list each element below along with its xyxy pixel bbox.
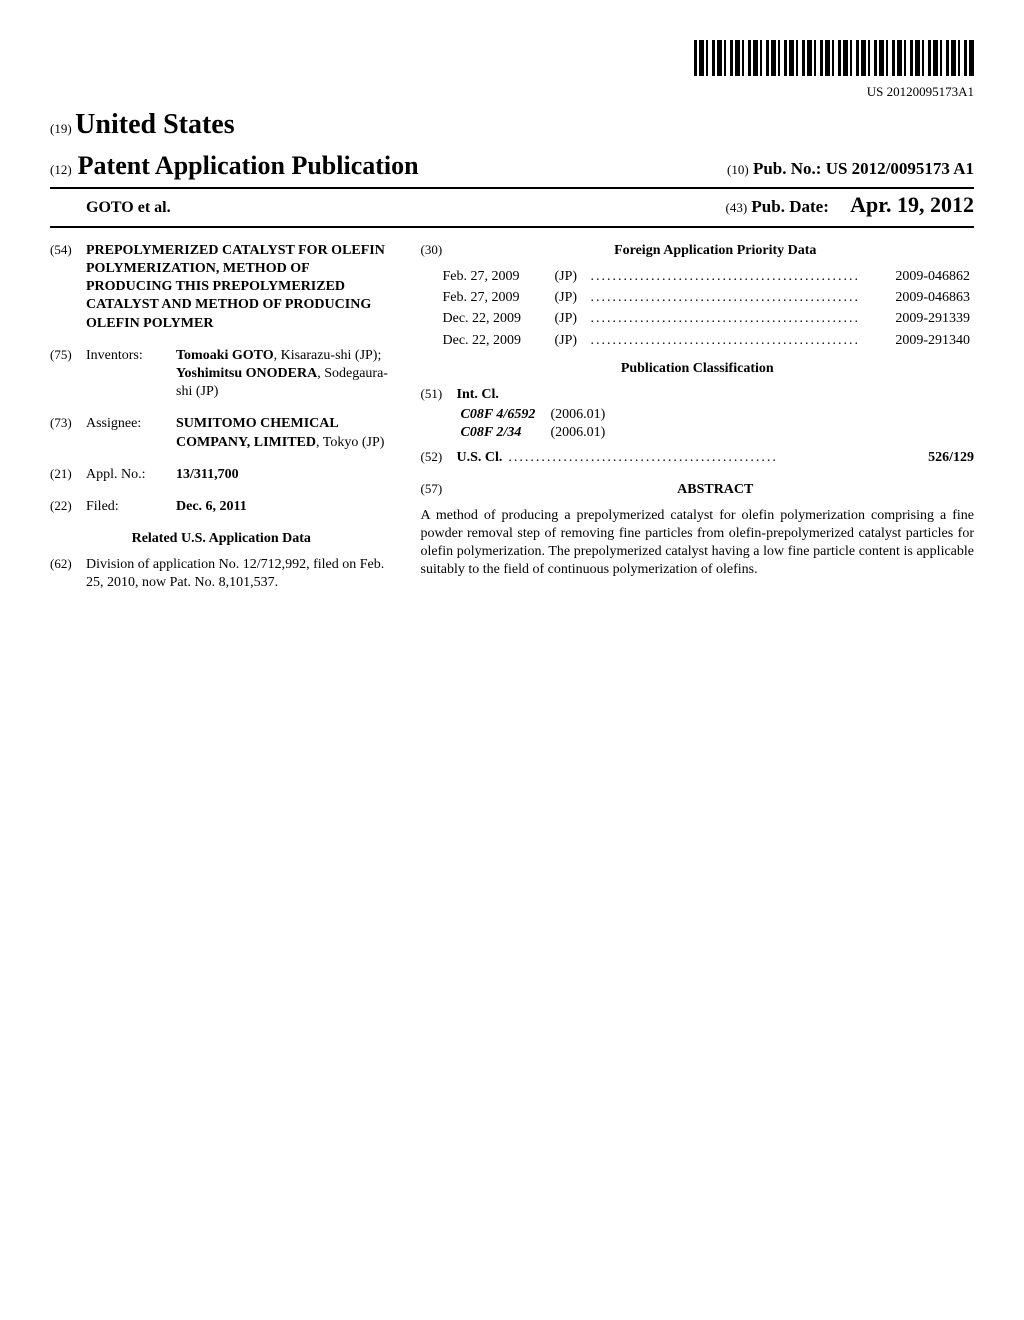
applno-label: Appl. No.: [86, 466, 176, 484]
intcl-version: (2006.01) [551, 424, 606, 442]
filed-value: Dec. 6, 2011 [176, 498, 393, 516]
code-19: (19) [50, 121, 72, 136]
foreign-table: Feb. 27, 2009 (JP) .....................… [421, 268, 975, 350]
inventors-value: Tomoaki GOTO, Kisarazu-shi (JP); Yoshimi… [176, 347, 393, 402]
applno-field: (21) Appl. No.: 13/311,700 [50, 466, 393, 484]
foreign-cc: (JP) [555, 332, 591, 350]
code-30: (30) [421, 242, 457, 260]
pubdate-value: Apr. 19, 2012 [850, 192, 974, 217]
assignee-field: (73) Assignee: SUMITOMO CHEMICAL COMPANY… [50, 415, 393, 451]
foreign-row: Feb. 27, 2009 (JP) .....................… [443, 268, 971, 286]
foreign-date: Dec. 22, 2009 [443, 332, 555, 350]
foreign-date: Dec. 22, 2009 [443, 310, 555, 328]
foreign-row: Feb. 27, 2009 (JP) .....................… [443, 289, 971, 307]
header-top: (19) United States [50, 107, 974, 143]
intcl-label: Int. Cl. [457, 386, 975, 404]
intcl-row: C08F 4/6592 (2006.01) [421, 406, 975, 424]
uscl-row: (52) U.S. Cl. ..........................… [421, 449, 975, 467]
dots: ........................................… [591, 332, 861, 350]
pubclass-head: Publication Classification [421, 360, 975, 378]
foreign-num: 2009-046862 [860, 268, 970, 286]
assignee-name: SUMITOMO CHEMICAL COMPANY, LIMITED [176, 416, 338, 449]
right-column: (30) Foreign Application Priority Data F… [421, 242, 975, 607]
intcl-row: C08F 2/34 (2006.01) [421, 424, 975, 442]
inventor1-loc: , Kisarazu-shi (JP); [274, 348, 382, 363]
pub-left: (12) Patent Application Publication [50, 149, 419, 183]
intcl-class: C08F 4/6592 [421, 406, 551, 424]
code-52: (52) [421, 449, 457, 467]
columns: (54) PREPOLYMERIZED CATALYST FOR OLEFIN … [50, 242, 974, 607]
filed-label: Filed: [86, 498, 176, 516]
code-12: (12) [50, 162, 72, 179]
pubdate-block: (43) Pub. Date: Apr. 19, 2012 [726, 191, 975, 220]
pubno-block: (10) Pub. No.: US 2012/0095173 A1 [727, 158, 974, 180]
applno-value: 13/311,700 [176, 466, 393, 484]
intcl-field: (51) Int. Cl. [421, 386, 975, 404]
inventor2-name: Yoshimitsu ONODERA [176, 366, 317, 381]
abstract-head-row: (57) ABSTRACT [421, 481, 975, 499]
assignee-value: SUMITOMO CHEMICAL COMPANY, LIMITED, Toky… [176, 415, 393, 451]
foreign-cc: (JP) [555, 310, 591, 328]
barcode-number: US 20120095173A1 [50, 84, 974, 101]
foreign-head-row: (30) Foreign Application Priority Data [421, 242, 975, 260]
dots: ........................................… [591, 268, 861, 286]
uscl-value: 526/129 [928, 449, 974, 467]
assignee-label: Assignee: [86, 415, 176, 451]
uscl-label: U.S. Cl. [457, 449, 503, 467]
title-field: (54) PREPOLYMERIZED CATALYST FOR OLEFIN … [50, 242, 393, 333]
intcl-version: (2006.01) [551, 406, 606, 424]
code-51: (51) [421, 386, 457, 404]
code-21: (21) [50, 466, 86, 484]
inventor1-name: Tomoaki GOTO [176, 348, 274, 363]
inventors-field: (75) Inventors: Tomoaki GOTO, Kisarazu-s… [50, 347, 393, 402]
pubno-value: US 2012/0095173 A1 [826, 159, 974, 178]
abstract-head: ABSTRACT [457, 481, 975, 499]
foreign-date: Feb. 27, 2009 [443, 289, 555, 307]
division-field: (62) Division of application No. 12/712,… [50, 556, 393, 592]
barcode-region: US 20120095173A1 [50, 40, 974, 101]
authors-line: GOTO et al. (43) Pub. Date: Apr. 19, 201… [50, 191, 974, 228]
foreign-cc: (JP) [555, 268, 591, 286]
inventors-label: Inventors: [86, 347, 176, 402]
related-head: Related U.S. Application Data [50, 530, 393, 548]
division-text: Division of application No. 12/712,992, … [86, 556, 393, 592]
foreign-row: Dec. 22, 2009 (JP) .....................… [443, 310, 971, 328]
left-column: (54) PREPOLYMERIZED CATALYST FOR OLEFIN … [50, 242, 393, 607]
code-43: (43) [726, 200, 748, 215]
code-10: (10) [727, 162, 749, 177]
dots: ........................................… [502, 449, 928, 467]
pubdate-label: Pub. Date: [751, 197, 828, 216]
intcl-class: C08F 2/34 [421, 424, 551, 442]
filed-field: (22) Filed: Dec. 6, 2011 [50, 498, 393, 516]
foreign-num: 2009-291339 [860, 310, 970, 328]
foreign-date: Feb. 27, 2009 [443, 268, 555, 286]
invention-title: PREPOLYMERIZED CATALYST FOR OLEFIN POLYM… [86, 242, 393, 333]
dots: ........................................… [591, 310, 861, 328]
publication-type: Patent Application Publication [78, 149, 419, 183]
pubno-label: Pub. No.: [753, 159, 821, 178]
foreign-row: Dec. 22, 2009 (JP) .....................… [443, 332, 971, 350]
code-54: (54) [50, 242, 86, 333]
dots: ........................................… [591, 289, 861, 307]
code-75: (75) [50, 347, 86, 402]
country: United States [75, 107, 234, 143]
code-62: (62) [50, 556, 86, 592]
publication-line: (12) Patent Application Publication (10)… [50, 149, 974, 189]
foreign-head: Foreign Application Priority Data [457, 242, 975, 260]
foreign-num: 2009-046863 [860, 289, 970, 307]
assignee-loc: , Tokyo (JP) [316, 435, 384, 450]
code-73: (73) [50, 415, 86, 451]
foreign-cc: (JP) [555, 289, 591, 307]
code-22: (22) [50, 498, 86, 516]
barcode-graphic [694, 40, 974, 76]
abstract-text: A method of producing a prepolymerized c… [421, 507, 975, 580]
foreign-num: 2009-291340 [860, 332, 970, 350]
authors: GOTO et al. [50, 198, 171, 219]
code-57: (57) [421, 481, 457, 499]
